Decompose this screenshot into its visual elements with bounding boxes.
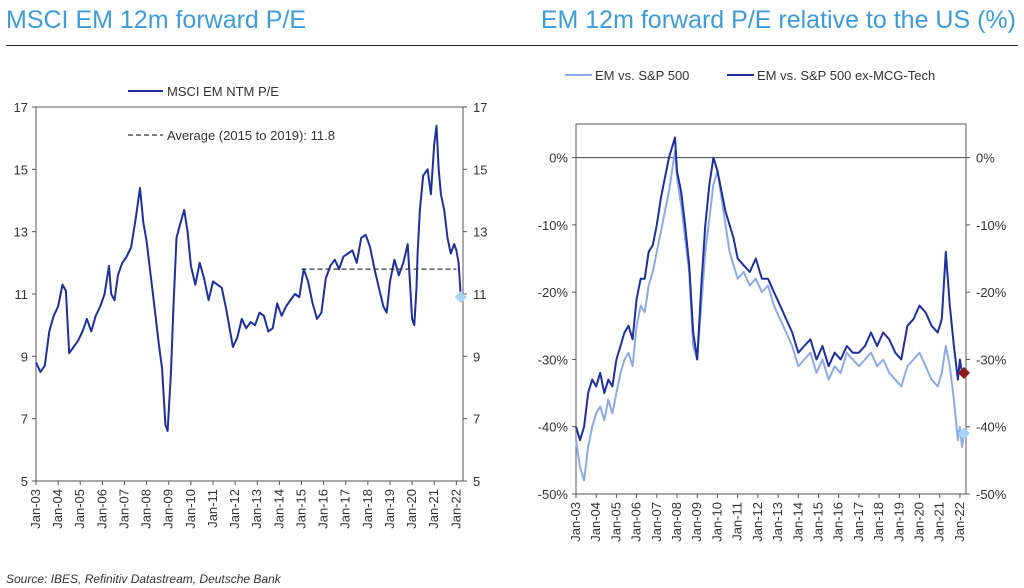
legend-right-label-0: EM vs. S&P 500 — [595, 68, 689, 83]
chart-left-end-marker-0 — [454, 291, 467, 304]
chart-right-xtick-label: Jan-11 — [730, 502, 745, 541]
chart-right-xtick-label: Jan-08 — [669, 502, 684, 542]
chart-left-ytick-label-right: 7 — [473, 412, 480, 427]
chart-left-ytick-label-left: 11 — [15, 287, 29, 302]
chart-left-ytick-label-left: 13 — [14, 225, 28, 240]
chart-right-xtick-label: Jan-04 — [588, 502, 603, 542]
chart-right-ytick-label-right: -30% — [976, 352, 1007, 367]
chart-left-ytick-label-left: 15 — [14, 162, 28, 177]
chart-right-end-marker-1 — [957, 427, 970, 440]
chart-left-series-0 — [35, 124, 462, 433]
chart-right-ytick-label-left: -20% — [538, 285, 569, 300]
chart-left-xtick-label: Jan-12 — [227, 489, 242, 529]
chart-left-frame — [35, 106, 464, 482]
chart-right-end-marker-0 — [957, 366, 970, 379]
chart-right-ytick-label-right: -50% — [976, 487, 1007, 502]
chart-left-ytick-label-right: 17 — [473, 100, 487, 115]
chart-right-ytick-label-right: -20% — [976, 285, 1007, 300]
chart-left-ytick-label-right: 13 — [473, 225, 487, 240]
source-note: Source: IBES, Refinitiv Datastream, Deut… — [6, 572, 281, 586]
chart-right-xtick-label: Jan-03 — [568, 502, 583, 542]
chart-left-xtick-label: Jan-18 — [360, 489, 375, 529]
chart-right-xtick-label: Jan-18 — [871, 502, 886, 542]
chart-left-xtick-label: Jan-09 — [161, 489, 176, 529]
chart-left-xtick-label: Jan-16 — [316, 489, 331, 529]
chart-right-xtick-label: Jan-09 — [689, 502, 704, 542]
chart-left-xtick-label: Jan-21 — [426, 489, 441, 529]
chart-left-ytick-label-right: 11 — [473, 287, 487, 302]
chart-right-series-1 — [575, 136, 964, 442]
chart-left-xtick-label: Jan-04 — [50, 489, 65, 529]
chart-right-xtick-label: Jan-20 — [912, 502, 927, 542]
chart-left-xtick-label: Jan-13 — [249, 489, 264, 529]
chart-right-ytick-label-right: 0% — [976, 151, 995, 166]
legend-left-label-0: MSCI EM NTM P/E — [167, 84, 279, 99]
chart-right-xtick-label: Jan-15 — [810, 502, 825, 542]
chart-left-ytick-label-right: 5 — [473, 474, 480, 489]
chart-left-xtick-label: Jan-11 — [205, 489, 220, 528]
chart-right-xtick-label: Jan-10 — [709, 502, 724, 542]
chart-right-ytick-label-left: 0% — [549, 151, 568, 166]
chart-left-ytick-label-right: 15 — [473, 162, 487, 177]
chart-left-ytick-label-right: 9 — [473, 349, 480, 364]
chart-left-xtick-label: Jan-05 — [72, 489, 87, 529]
legend-left-label-1: Average (2015 to 2019): 11.8 — [167, 128, 335, 143]
title-divider — [6, 45, 1018, 46]
chart-right-xtick-label: Jan-21 — [932, 502, 947, 542]
chart-right-series-0 — [575, 149, 965, 482]
chart-right-ytick-label-left: -10% — [538, 218, 569, 233]
chart-left-xtick-label: Jan-07 — [116, 489, 131, 529]
chart-right-frame — [575, 123, 967, 495]
chart-left-ytick-label-left: 17 — [14, 100, 28, 115]
chart-right-xtick-label: Jan-12 — [750, 502, 765, 542]
chart-right-ytick-label-left: -30% — [538, 352, 569, 367]
chart-right-xtick-label: Jan-17 — [851, 502, 866, 542]
chart-left-xtick-label: Jan-15 — [293, 489, 308, 529]
chart-left-xtick-label: Jan-03 — [28, 489, 43, 529]
chart-left-xtick-label: Jan-22 — [448, 489, 463, 529]
chart-right-ytick-label-left: -40% — [538, 420, 569, 435]
chart-left-xtick-label: Jan-19 — [382, 489, 397, 529]
chart-right-xtick-label: Jan-05 — [608, 502, 623, 542]
chart-left-xtick-label: Jan-10 — [183, 489, 198, 529]
chart-left-xtick-label: Jan-08 — [139, 489, 154, 529]
chart-left-ytick-label-left: 7 — [21, 412, 28, 427]
chart-left-xtick-label: Jan-06 — [94, 489, 109, 529]
chart-title-left: MSCI EM 12m forward P/E — [6, 6, 307, 34]
chart-left-ytick-label-left: 9 — [21, 349, 28, 364]
chart-left-xtick-label: Jan-20 — [404, 489, 419, 529]
chart-left-xtick-label: Jan-17 — [338, 489, 353, 529]
chart-right-ytick-label-right: -10% — [976, 218, 1007, 233]
legend-right-label-1: EM vs. S&P 500 ex-MCG-Tech — [757, 68, 935, 83]
chart-right-xtick-label: Jan-16 — [831, 502, 846, 542]
chart-right-xtick-label: Jan-06 — [629, 502, 644, 542]
chart-right-xtick-label: Jan-13 — [770, 502, 785, 542]
chart-title-right: EM 12m forward P/E relative to the US (%… — [540, 6, 1016, 34]
chart-right-xtick-label: Jan-22 — [952, 502, 967, 542]
chart-right-xtick-label: Jan-19 — [891, 502, 906, 542]
chart-right-xtick-label: Jan-07 — [649, 502, 664, 542]
chart-left-ytick-label-left: 5 — [21, 474, 28, 489]
chart-left-xtick-label: Jan-14 — [271, 489, 286, 529]
chart-right-ytick-label-left: -50% — [538, 487, 569, 502]
chart-right-ytick-label-right: -40% — [976, 420, 1007, 435]
chart-right-xtick-label: Jan-14 — [790, 502, 805, 542]
